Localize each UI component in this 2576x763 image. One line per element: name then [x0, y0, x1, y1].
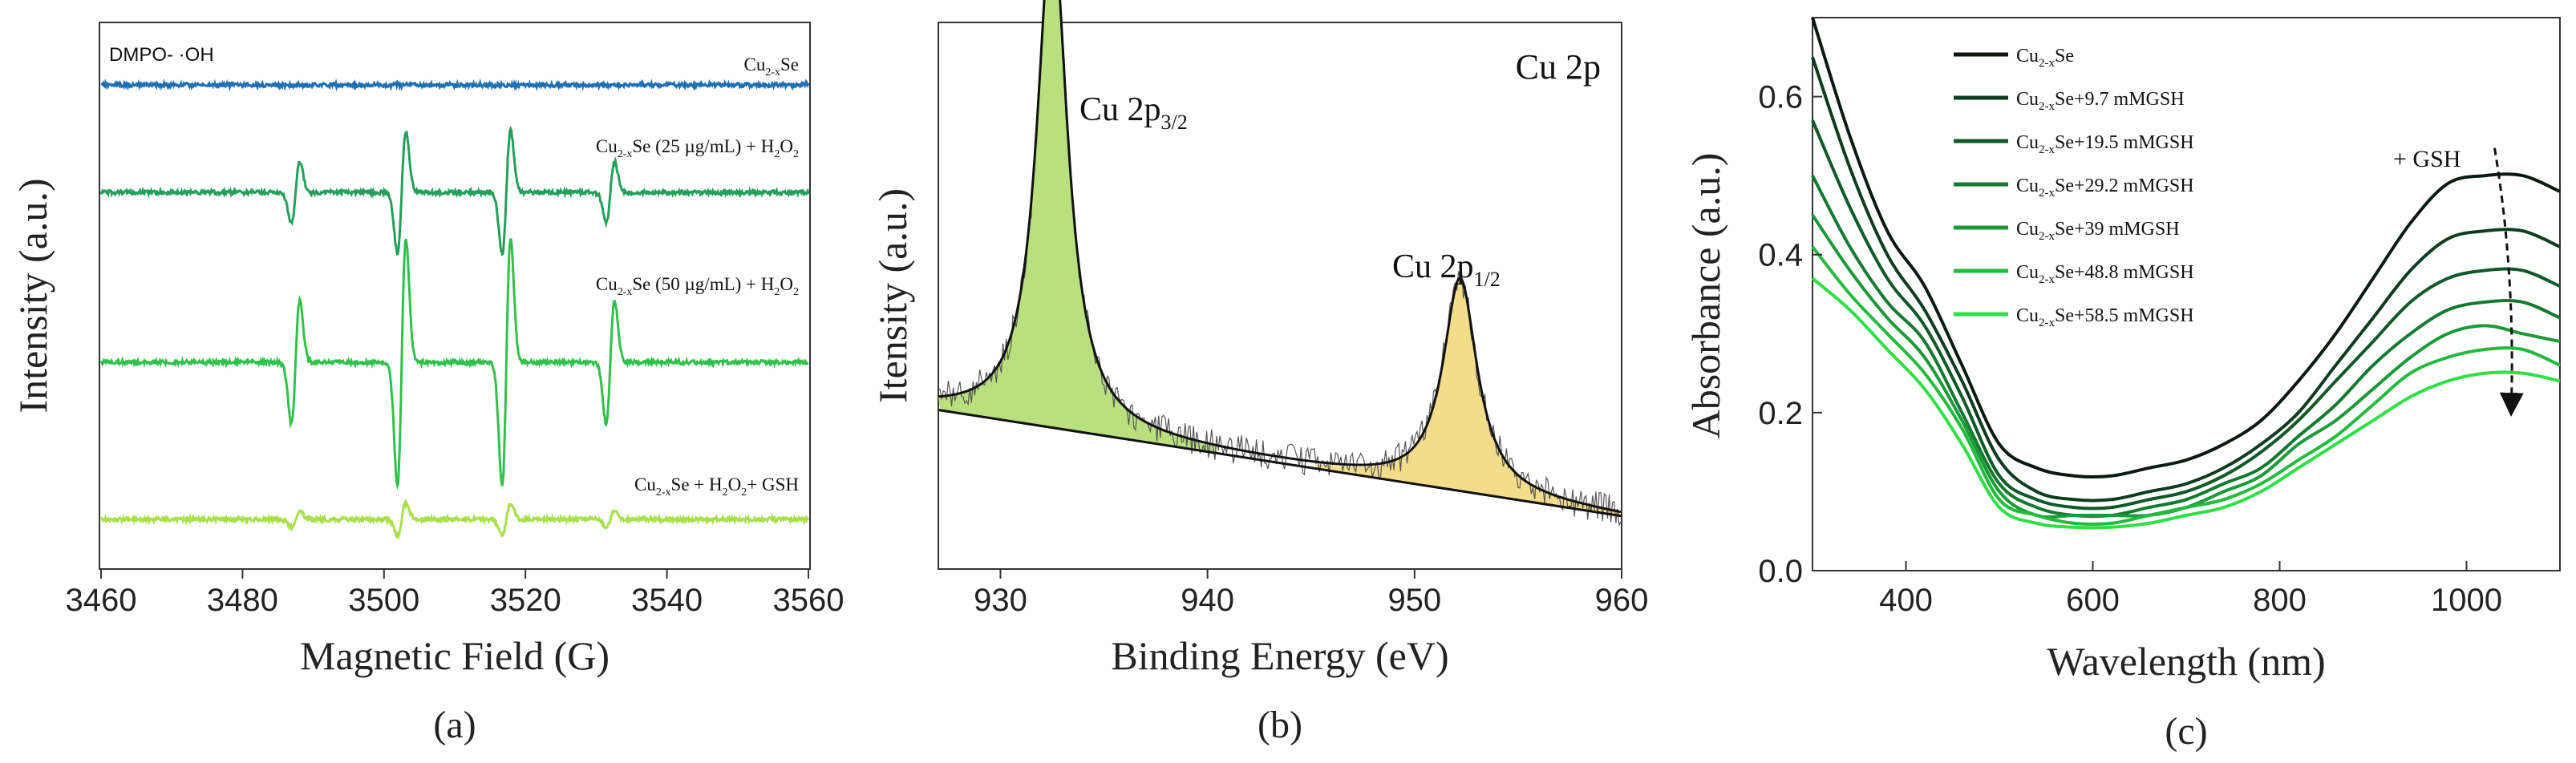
panel-a-series-line [99, 125, 810, 256]
panel-a-annotation: DMPO- ·OH [109, 44, 214, 66]
panel-c-legend-label: Cu2-xSe+9.7 mMGSH [2016, 89, 2185, 113]
panel-a-x-axis-title: Magnetic Field (G) [300, 633, 610, 678]
panel-c-series-line [1811, 214, 2561, 519]
panel-b-x-tick-label: 940 [1181, 583, 1234, 618]
panel-a-x-tick-label: 3540 [631, 583, 703, 618]
panel-b-x-tick-label: 950 [1387, 583, 1441, 618]
panel-c-x-tick-label: 400 [1879, 583, 1933, 618]
panel-b-label: (b) [1258, 704, 1302, 746]
panel-c-trend-arrow [2493, 147, 2524, 417]
panel-a: 3460 3480 3500 3520 3540 3560 Cu2-xSe Cu2-xSe … [10, 22, 844, 746]
panel-c-ticks: 400 600 800 1000 0.0 0.2 0.4 0.6 [1758, 80, 2502, 618]
panel-b-title: Cu 2p [1516, 47, 1601, 87]
panel-a-label: (a) [433, 704, 476, 746]
panel-b-traces [938, 0, 1622, 527]
panel-b-peak-labels: Cu 2p3/2 Cu 2p1/2 [1079, 91, 1501, 291]
panel-c-frame [1812, 17, 2561, 571]
panel-c-legend-label: Cu2-xSe [2016, 46, 2074, 70]
panel-b-frame [938, 22, 1622, 570]
panel-b-y-axis-title: Itensity (a.u.) [870, 188, 915, 403]
panel-c-x-tick-label: 600 [2066, 583, 2120, 618]
panel-b-peak-fill [938, 0, 1218, 454]
panel-a-x-tick-label: 3480 [207, 583, 278, 618]
panel-c-traces [1811, 17, 2561, 530]
panel-a-x-tick-label: 3460 [66, 583, 137, 618]
panel-a-series-line [99, 238, 809, 490]
panel-c-legend-label: Cu2-xSe+29.2 mMGSH [2016, 176, 2194, 200]
panel-c-legend-label: Cu2-xSe+48.8 mMGSH [2016, 262, 2194, 286]
panel-c-series-line [1811, 245, 2561, 527]
panel-c-x-tick-label: 800 [2253, 583, 2307, 618]
panel-b-peak-fill [1314, 279, 1622, 516]
panel-b-x-tick-label: 930 [974, 583, 1027, 618]
panel-b: 930 940 950 960 Cu 2p3/2 Cu 2p1/2 Cu 2p Bind… [870, 0, 1648, 746]
panel-b-x-tick-label: 960 [1595, 583, 1649, 618]
panel-c-legend: Cu2-xSe Cu2-xSe+9.7 mMGSH Cu2-xSe+19.5 mMG… [1954, 46, 2194, 329]
panel-a-y-axis-title: Intensity (a.u.) [10, 179, 55, 414]
panel-c-y-axis-title: Absorbance (a.u.) [1683, 153, 1728, 439]
panel-c-y-tick-label: 0.2 [1758, 396, 1803, 431]
panel-c-legend-label: Cu2-xSe+39 mMGSH [2016, 219, 2180, 243]
panel-c-series-line [1811, 175, 2561, 519]
panel-a-series-line [100, 498, 810, 540]
panel-b-peak-label: Cu 2p1/2 [1392, 248, 1501, 291]
panel-c-series-line [1811, 119, 2561, 511]
panel-b-background-line [938, 409, 1622, 518]
panel-a-series-label: Cu2-xSe [743, 54, 799, 79]
panel-a-x-tick-label: 3520 [490, 583, 561, 618]
panel-c-label: (c) [2165, 710, 2207, 753]
panel-a-series-labels: Cu2-xSe Cu2-xSe (25 µg/mL) + H2O2 Cu2-xSe … [596, 54, 799, 499]
panel-a-frame [99, 22, 811, 570]
panel-c-legend-label: Cu2-xSe+58.5 mMGSH [2016, 305, 2194, 329]
panel-b-peak-label: Cu 2p3/2 [1079, 91, 1188, 134]
panel-c-series-line [1811, 56, 2561, 503]
panel-c-y-tick-label: 0.0 [1758, 554, 1803, 589]
panel-c-x-axis-title: Wavelength (nm) [2047, 639, 2325, 684]
panel-a-series-label: Cu2-xSe (50 µg/mL) + H2O2 [596, 274, 799, 298]
panel-a-x-tick-label: 3560 [773, 583, 844, 618]
panel-c-annotation: + GSH [2393, 146, 2461, 172]
panel-c-series-line [1811, 17, 2561, 478]
panel-c-series-line [1811, 277, 2561, 530]
panel-a-series-label: Cu2-xSe (25 µg/mL) + H2O2 [596, 136, 799, 160]
panel-b-x-axis-title: Binding Energy (eV) [1111, 633, 1448, 678]
panel-a-traces [99, 78, 810, 540]
panel-c-x-tick-label: 1000 [2431, 583, 2502, 618]
panel-a-x-tick-label: 3500 [348, 583, 419, 618]
panel-b-x-ticks: 930 940 950 960 [974, 569, 1648, 618]
panel-c-y-tick-label: 0.4 [1758, 238, 1803, 273]
panel-a-series-label: Cu2-xSe + H2O2+ GSH [634, 474, 799, 499]
panel-c-gsh-arrow [2493, 147, 2524, 417]
panel-c-y-tick-label: 0.6 [1758, 80, 1803, 115]
panel-a-series-line [100, 78, 810, 92]
panel-b-peak-fills [938, 0, 1622, 516]
panel-a-x-ticks: 3460 3480 3500 3520 3540 3560 [66, 569, 844, 618]
panel-c-legend-label: Cu2-xSe+19.5 mMGSH [2016, 132, 2194, 156]
panel-b-fit-envelope [938, 0, 1622, 514]
